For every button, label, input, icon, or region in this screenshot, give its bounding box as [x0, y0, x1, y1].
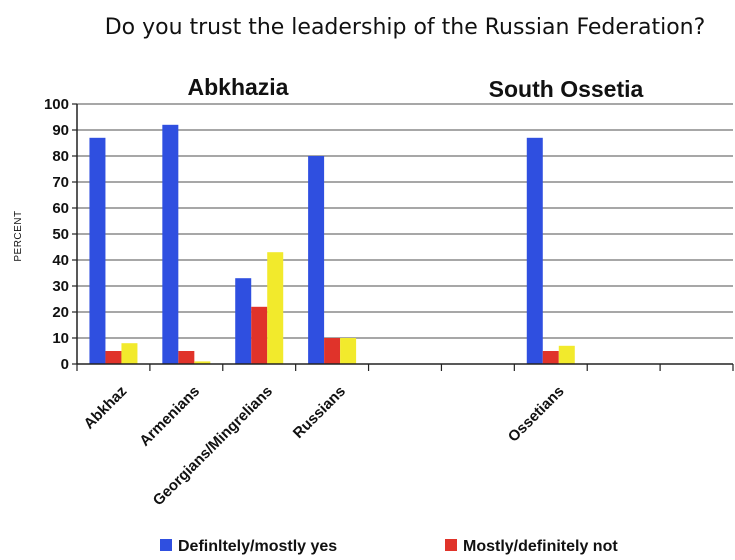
group-label-south-ossetia: South Ossetia: [489, 76, 644, 102]
bar-no-1: [178, 351, 195, 364]
legend-label-yes: Definltely/mostly yes: [178, 538, 337, 555]
y-tick-label: 10: [52, 330, 69, 347]
y-axis-label: PERCENT: [13, 210, 24, 261]
y-tick-label: 80: [52, 148, 69, 165]
category-label: Abkhaz: [81, 383, 131, 433]
bar-third-6: [558, 345, 575, 364]
y-tick-label: 50: [52, 226, 69, 243]
y-tick-label: 0: [61, 356, 69, 373]
y-tick-label: 70: [52, 174, 69, 191]
bar-third-0: [121, 343, 138, 364]
category-label: Russians: [290, 383, 349, 442]
bar-no-3: [324, 338, 341, 364]
legend-label-no: Mostly/definitely not: [463, 538, 618, 555]
category-label: Armenians: [136, 383, 203, 450]
category-label: Ossetians: [505, 383, 568, 446]
bar-yes-6: [526, 137, 543, 364]
bar-third-1: [194, 361, 211, 364]
y-tick-label: 90: [52, 122, 69, 139]
legend-swatch-no: [445, 539, 457, 551]
group-label-abkhazia: Abkhazia: [188, 74, 289, 100]
bar-third-3: [340, 338, 357, 364]
bar-no-2: [251, 306, 268, 364]
bar-no-6: [542, 351, 559, 364]
category-label: Georgians/Mingrelians: [150, 383, 276, 509]
legend-swatch-yes: [160, 539, 172, 551]
bar-yes-1: [162, 124, 179, 364]
bar-yes-3: [308, 156, 325, 364]
y-tick-label: 60: [52, 200, 69, 217]
y-tick-label: 20: [52, 304, 69, 321]
chart-title: Do you trust the leadership of the Russi…: [105, 15, 706, 40]
bar-yes-0: [89, 137, 106, 364]
bar-third-2: [267, 252, 284, 364]
y-tick-label: 40: [52, 252, 69, 269]
y-tick-label: 100: [44, 96, 69, 113]
y-tick-label: 30: [52, 278, 69, 295]
bar-yes-2: [235, 278, 252, 364]
bar-no-0: [105, 351, 122, 364]
